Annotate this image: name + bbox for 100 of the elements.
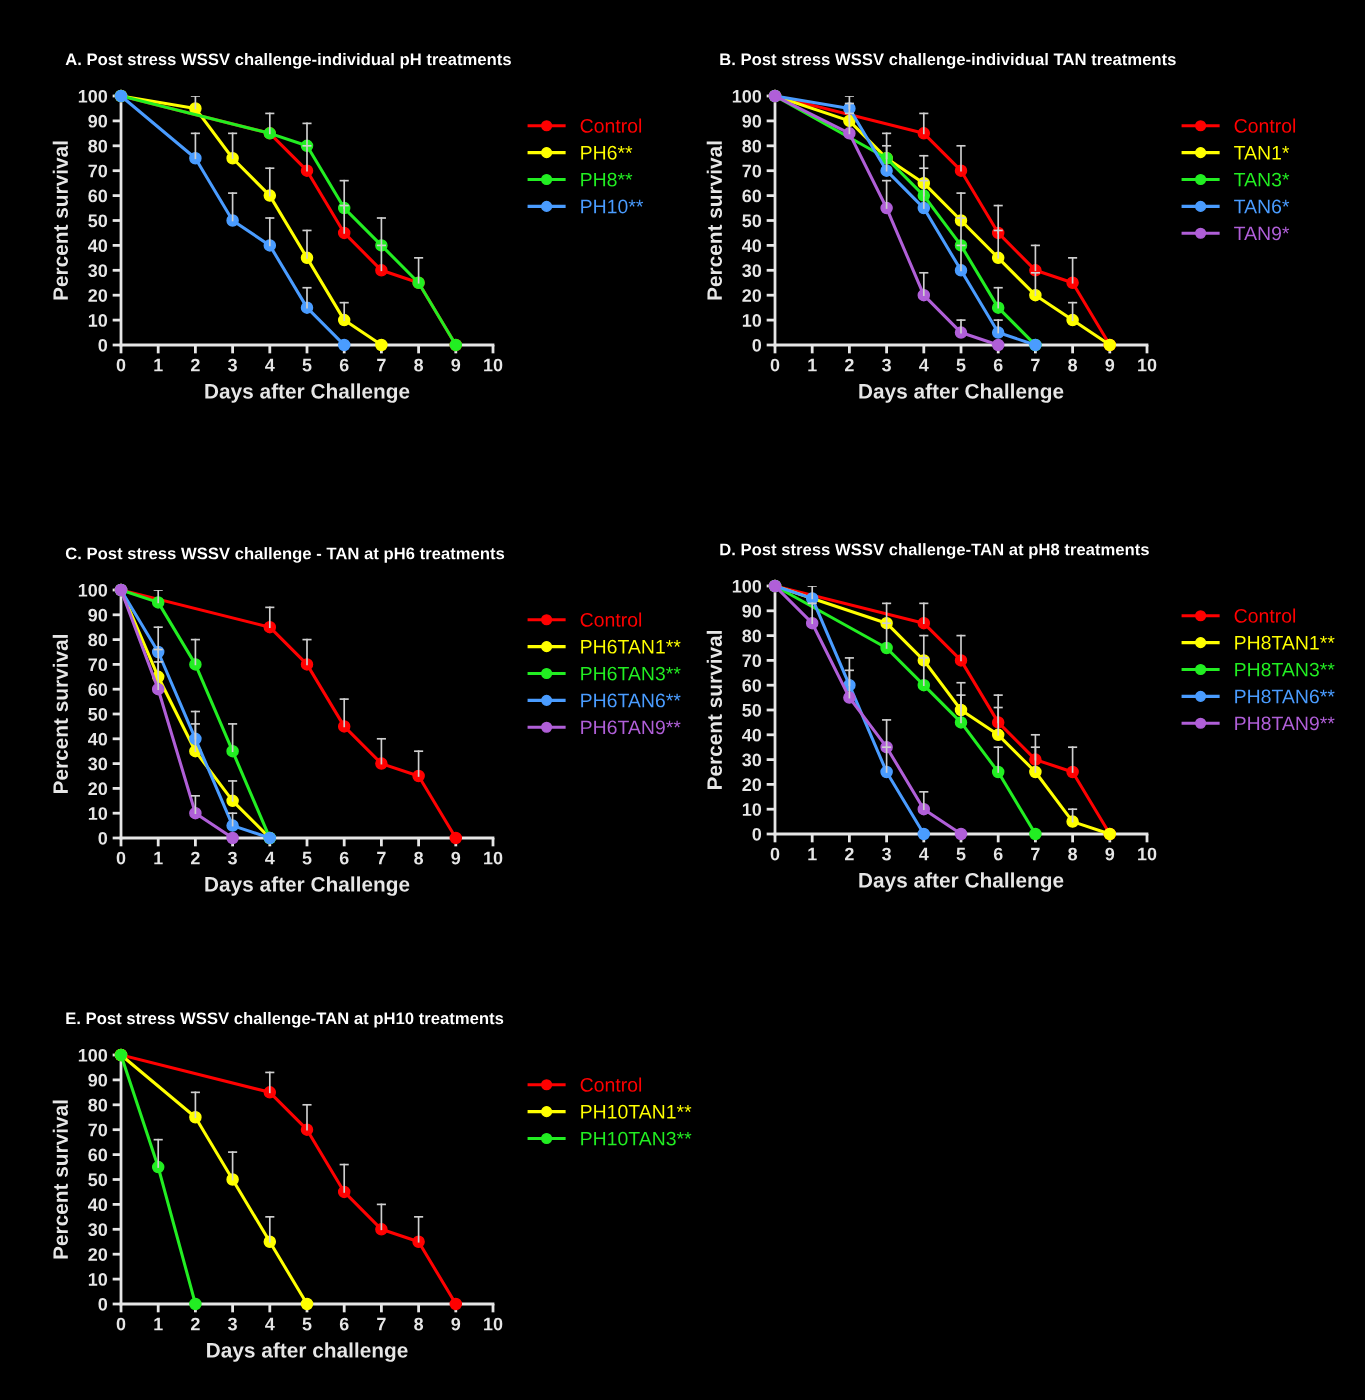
y-tick-label: 80 — [88, 1098, 108, 1112]
x-tick-label: 5 — [956, 358, 966, 372]
x-tick-label: 10 — [484, 1317, 503, 1331]
x-tick-label: 7 — [377, 1317, 386, 1331]
y-tick-label: 50 — [742, 703, 762, 717]
y-tick-label: 20 — [742, 778, 762, 792]
y-tick-label: 30 — [742, 753, 762, 767]
y-tick-label: 30 — [88, 1223, 108, 1237]
legend-label: PH8TAN6** — [1235, 689, 1335, 704]
chart-title: A. Post stress WSSV challenge-individual pH treatments — [65, 53, 511, 69]
y-tick-label: 10 — [742, 803, 762, 816]
x-tick-label: 5 — [302, 358, 312, 372]
legend-label: TAN1* — [1234, 146, 1290, 160]
y-tick-label: 20 — [88, 289, 108, 302]
y-tick-label: 80 — [88, 633, 108, 647]
y-tick-label: 60 — [88, 189, 108, 203]
legend-label: PH8TAN9** — [1235, 716, 1335, 731]
legend-label: Control — [580, 118, 642, 133]
legend-label: PH10TAN1** — [581, 1104, 692, 1119]
y-axis-title: Percent survival — [52, 1100, 69, 1259]
y-tick-label: 90 — [742, 114, 762, 128]
x-tick-label: 1 — [154, 358, 163, 372]
x-tick-label: 6 — [339, 851, 349, 865]
y-tick-label: 70 — [88, 164, 108, 178]
x-axis-title: Days after Challenge — [205, 876, 410, 896]
x-tick-label: 6 — [993, 358, 1003, 372]
legend-label: PH6TAN9** — [581, 720, 681, 735]
legend-label: PH10TAN3** — [581, 1131, 692, 1146]
legend-label: PH10** — [581, 199, 644, 214]
y-tick-label: 100 — [732, 579, 762, 593]
x-tick-label: 0 — [116, 851, 126, 865]
y-axis-title: Percent survival — [52, 141, 69, 300]
y-tick-label: 60 — [88, 683, 108, 696]
legend-label: PH6** — [581, 145, 633, 160]
x-tick-label: 10 — [484, 358, 503, 372]
y-tick-label: 60 — [742, 189, 762, 203]
y-tick-label: 0 — [752, 338, 762, 352]
x-tick-label: 1 — [154, 1317, 163, 1331]
y-tick-label: 20 — [88, 1248, 108, 1261]
x-tick-label: 1 — [154, 851, 163, 865]
legend-label: PH6TAN1** — [581, 639, 681, 654]
legend-label: Control — [580, 612, 642, 627]
legend-label: PH8** — [581, 172, 633, 187]
y-tick-label: 80 — [88, 139, 108, 153]
x-tick-label: 0 — [770, 358, 780, 372]
x-tick-label: 10 — [1138, 358, 1157, 372]
y-tick-label: 70 — [742, 654, 762, 668]
legend-label: PH8TAN3** — [1235, 662, 1335, 677]
x-tick-label: 6 — [339, 358, 349, 372]
y-tick-label: 100 — [78, 583, 108, 597]
x-tick-label: 9 — [451, 851, 461, 865]
x-tick-label: 0 — [770, 847, 780, 861]
y-tick-label: 0 — [98, 338, 108, 352]
y-tick-label: 70 — [88, 658, 108, 672]
x-tick-label: 4 — [919, 358, 929, 372]
y-tick-label: 70 — [88, 1123, 108, 1137]
x-tick-label: 1 — [808, 358, 817, 372]
y-tick-label: 100 — [78, 89, 108, 103]
x-tick-label: 8 — [414, 1317, 424, 1331]
x-tick-label: 7 — [377, 851, 386, 865]
x-tick-label: 8 — [1068, 358, 1078, 372]
x-tick-label: 8 — [414, 851, 424, 865]
chart-title: E. Post stress WSSV challenge-TAN at pH10 treatments — [66, 1012, 504, 1028]
legend-label: PH8TAN1** — [1235, 635, 1335, 650]
legend-label: TAN3* — [1234, 172, 1290, 187]
y-axis-title: Percent survival — [706, 141, 723, 300]
legend-label: TAN9* — [1234, 226, 1290, 241]
x-tick-label: 10 — [484, 851, 503, 865]
legend-label: TAN6* — [1234, 199, 1290, 214]
x-axis-title: Days after Challenge — [859, 872, 1064, 892]
y-axis-title: Percent survival — [52, 634, 69, 794]
x-tick-label: 3 — [227, 358, 237, 372]
y-tick-label: 0 — [98, 831, 108, 845]
y-tick-label: 30 — [88, 757, 108, 771]
x-tick-label: 2 — [191, 851, 200, 865]
x-tick-label: 0 — [116, 358, 126, 372]
y-tick-label: 10 — [88, 807, 108, 820]
y-tick-label: 20 — [742, 289, 762, 302]
y-tick-label: 10 — [88, 314, 108, 327]
x-tick-label: 2 — [845, 847, 854, 861]
legend-label: Control — [580, 1077, 642, 1092]
x-axis-title: Days after Challenge — [859, 383, 1064, 403]
x-tick-label: 3 — [881, 358, 891, 372]
legend-label: Control — [1234, 608, 1296, 623]
legend-label: Control — [1234, 118, 1296, 133]
y-tick-label: 40 — [742, 239, 762, 253]
x-tick-label: 5 — [302, 851, 312, 865]
x-tick-label: 3 — [227, 851, 237, 865]
x-tick-label: 2 — [191, 1317, 200, 1331]
x-tick-label: 2 — [845, 358, 854, 372]
x-tick-label: 9 — [451, 1317, 461, 1331]
y-tick-label: 90 — [88, 1073, 108, 1087]
x-tick-label: 8 — [414, 358, 424, 372]
y-tick-label: 90 — [742, 604, 762, 618]
x-tick-label: 8 — [1068, 847, 1078, 861]
x-tick-label: 3 — [881, 847, 891, 861]
x-tick-label: 7 — [1031, 358, 1040, 372]
x-tick-label: 1 — [808, 847, 817, 861]
y-tick-label: 40 — [742, 728, 762, 742]
x-tick-label: 4 — [919, 847, 929, 861]
